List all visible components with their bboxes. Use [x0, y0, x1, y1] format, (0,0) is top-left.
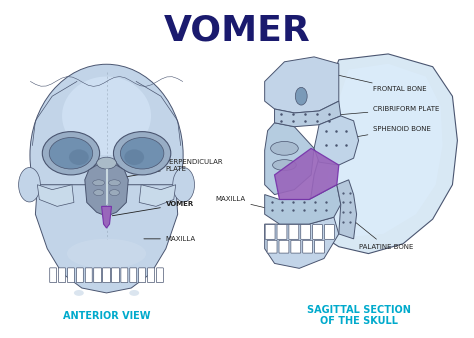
Text: PALATINE BONE: PALATINE BONE	[354, 221, 413, 250]
Text: ANTERIOR VIEW: ANTERIOR VIEW	[63, 311, 150, 320]
Ellipse shape	[62, 76, 151, 155]
Polygon shape	[274, 101, 341, 127]
Polygon shape	[85, 163, 128, 216]
Ellipse shape	[129, 290, 139, 296]
Polygon shape	[274, 148, 339, 199]
Polygon shape	[264, 217, 339, 268]
Ellipse shape	[271, 142, 298, 155]
Ellipse shape	[109, 180, 120, 186]
Polygon shape	[101, 207, 111, 228]
Polygon shape	[139, 185, 176, 207]
Ellipse shape	[74, 290, 84, 296]
Ellipse shape	[173, 168, 194, 202]
Polygon shape	[314, 116, 358, 165]
Text: SPHENOID BONE: SPHENOID BONE	[349, 126, 431, 138]
FancyBboxPatch shape	[121, 268, 128, 283]
Polygon shape	[37, 185, 74, 207]
Text: SAGITTAL SECTION
OF THE SKULL: SAGITTAL SECTION OF THE SKULL	[307, 305, 410, 327]
Ellipse shape	[93, 180, 105, 186]
FancyBboxPatch shape	[111, 268, 119, 283]
Ellipse shape	[94, 190, 104, 196]
FancyBboxPatch shape	[102, 268, 110, 283]
Polygon shape	[264, 123, 314, 195]
Ellipse shape	[120, 138, 164, 169]
FancyBboxPatch shape	[50, 268, 56, 283]
FancyBboxPatch shape	[265, 224, 275, 239]
FancyBboxPatch shape	[147, 268, 155, 283]
Text: VOMER: VOMER	[164, 13, 310, 47]
Text: MAXILLA: MAXILLA	[215, 196, 269, 209]
Ellipse shape	[42, 131, 100, 175]
FancyBboxPatch shape	[59, 268, 65, 283]
FancyBboxPatch shape	[139, 268, 146, 283]
Ellipse shape	[113, 131, 171, 175]
Text: PERPENDICULAR
PLATE: PERPENDICULAR PLATE	[111, 159, 223, 179]
FancyBboxPatch shape	[289, 224, 299, 239]
Ellipse shape	[49, 138, 93, 169]
FancyBboxPatch shape	[130, 268, 137, 283]
Polygon shape	[36, 185, 178, 293]
FancyBboxPatch shape	[303, 240, 313, 253]
Polygon shape	[264, 57, 339, 113]
Polygon shape	[309, 54, 457, 254]
Polygon shape	[264, 185, 341, 224]
Text: VOMER: VOMER	[112, 201, 194, 216]
FancyBboxPatch shape	[315, 240, 325, 253]
Polygon shape	[337, 180, 356, 239]
Ellipse shape	[67, 239, 146, 268]
FancyBboxPatch shape	[279, 240, 289, 253]
FancyBboxPatch shape	[67, 268, 74, 283]
FancyBboxPatch shape	[313, 224, 322, 239]
FancyBboxPatch shape	[277, 224, 287, 239]
Text: MAXILLA: MAXILLA	[144, 236, 196, 242]
Ellipse shape	[69, 149, 89, 165]
FancyBboxPatch shape	[301, 224, 310, 239]
FancyBboxPatch shape	[76, 268, 83, 283]
Text: FRONTAL BONE: FRONTAL BONE	[317, 70, 427, 92]
Ellipse shape	[273, 160, 296, 170]
Ellipse shape	[124, 149, 144, 165]
FancyBboxPatch shape	[94, 268, 101, 283]
Ellipse shape	[30, 64, 183, 246]
Ellipse shape	[97, 157, 117, 169]
FancyBboxPatch shape	[267, 240, 277, 253]
FancyBboxPatch shape	[85, 268, 92, 283]
Ellipse shape	[18, 168, 40, 202]
FancyBboxPatch shape	[156, 268, 164, 283]
Ellipse shape	[109, 190, 119, 196]
Ellipse shape	[295, 87, 307, 105]
FancyBboxPatch shape	[291, 240, 301, 253]
Polygon shape	[327, 64, 443, 237]
Text: CRIBRIFORM PLATE: CRIBRIFORM PLATE	[317, 106, 440, 117]
FancyBboxPatch shape	[325, 224, 334, 239]
